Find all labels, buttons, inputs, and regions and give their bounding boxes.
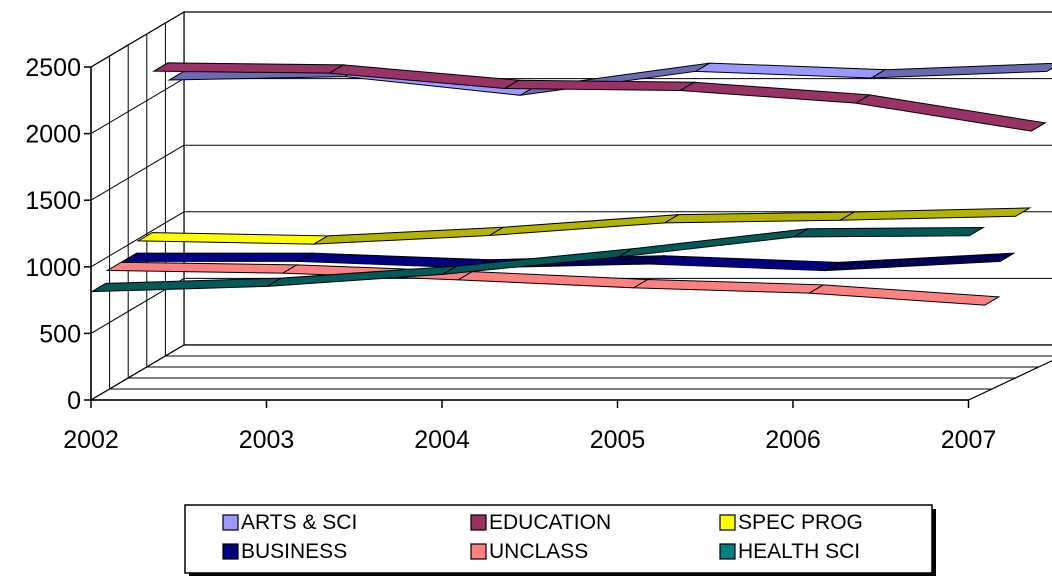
- y-tick-label: 1500: [25, 187, 81, 215]
- ribbon-segment-health-sci: [794, 227, 983, 237]
- ribbon-segment-business: [123, 253, 312, 261]
- x-tick-label: 2007: [941, 426, 997, 454]
- legend-swatch-health-sci: [720, 544, 735, 559]
- legend-swatch-arts-sci: [223, 515, 238, 530]
- legend-label-health-sci: HEALTH SCI: [738, 540, 860, 563]
- legend-label-unclass: UNCLASS: [489, 540, 588, 563]
- floor: [91, 345, 1052, 400]
- legend-label-arts-sci: ARTS & SCI: [241, 511, 357, 534]
- legend-swatch-unclass: [471, 544, 486, 559]
- x-tick-label: 2006: [765, 426, 821, 454]
- x-tick-label: 2005: [590, 426, 646, 454]
- ribbon-segment-education: [154, 63, 343, 73]
- legend-label-business: BUSINESS: [241, 540, 347, 563]
- y-tick-label: 1000: [25, 254, 81, 282]
- y-tick-label: 0: [67, 387, 81, 415]
- x-tick-label: 2002: [63, 426, 119, 454]
- legend-label-spec-prog: SPEC PROG: [738, 511, 863, 534]
- y-tick-label: 500: [39, 320, 81, 348]
- legend-swatch-business: [223, 544, 238, 559]
- legend-swatch-spec-prog: [720, 515, 735, 530]
- y-tick-label: 2000: [25, 121, 81, 149]
- ribbon-segment-education: [505, 80, 694, 90]
- legend: ARTS & SCI EDUCATION SPEC PROG BUSINESS UNCL…: [185, 505, 936, 576]
- legend-swatch-education: [471, 515, 486, 530]
- y-tick-label: 2500: [25, 54, 81, 82]
- legend-label-education: EDUCATION: [489, 511, 611, 534]
- x-tick-label: 2004: [414, 426, 470, 454]
- x-tick-label: 2003: [239, 426, 295, 454]
